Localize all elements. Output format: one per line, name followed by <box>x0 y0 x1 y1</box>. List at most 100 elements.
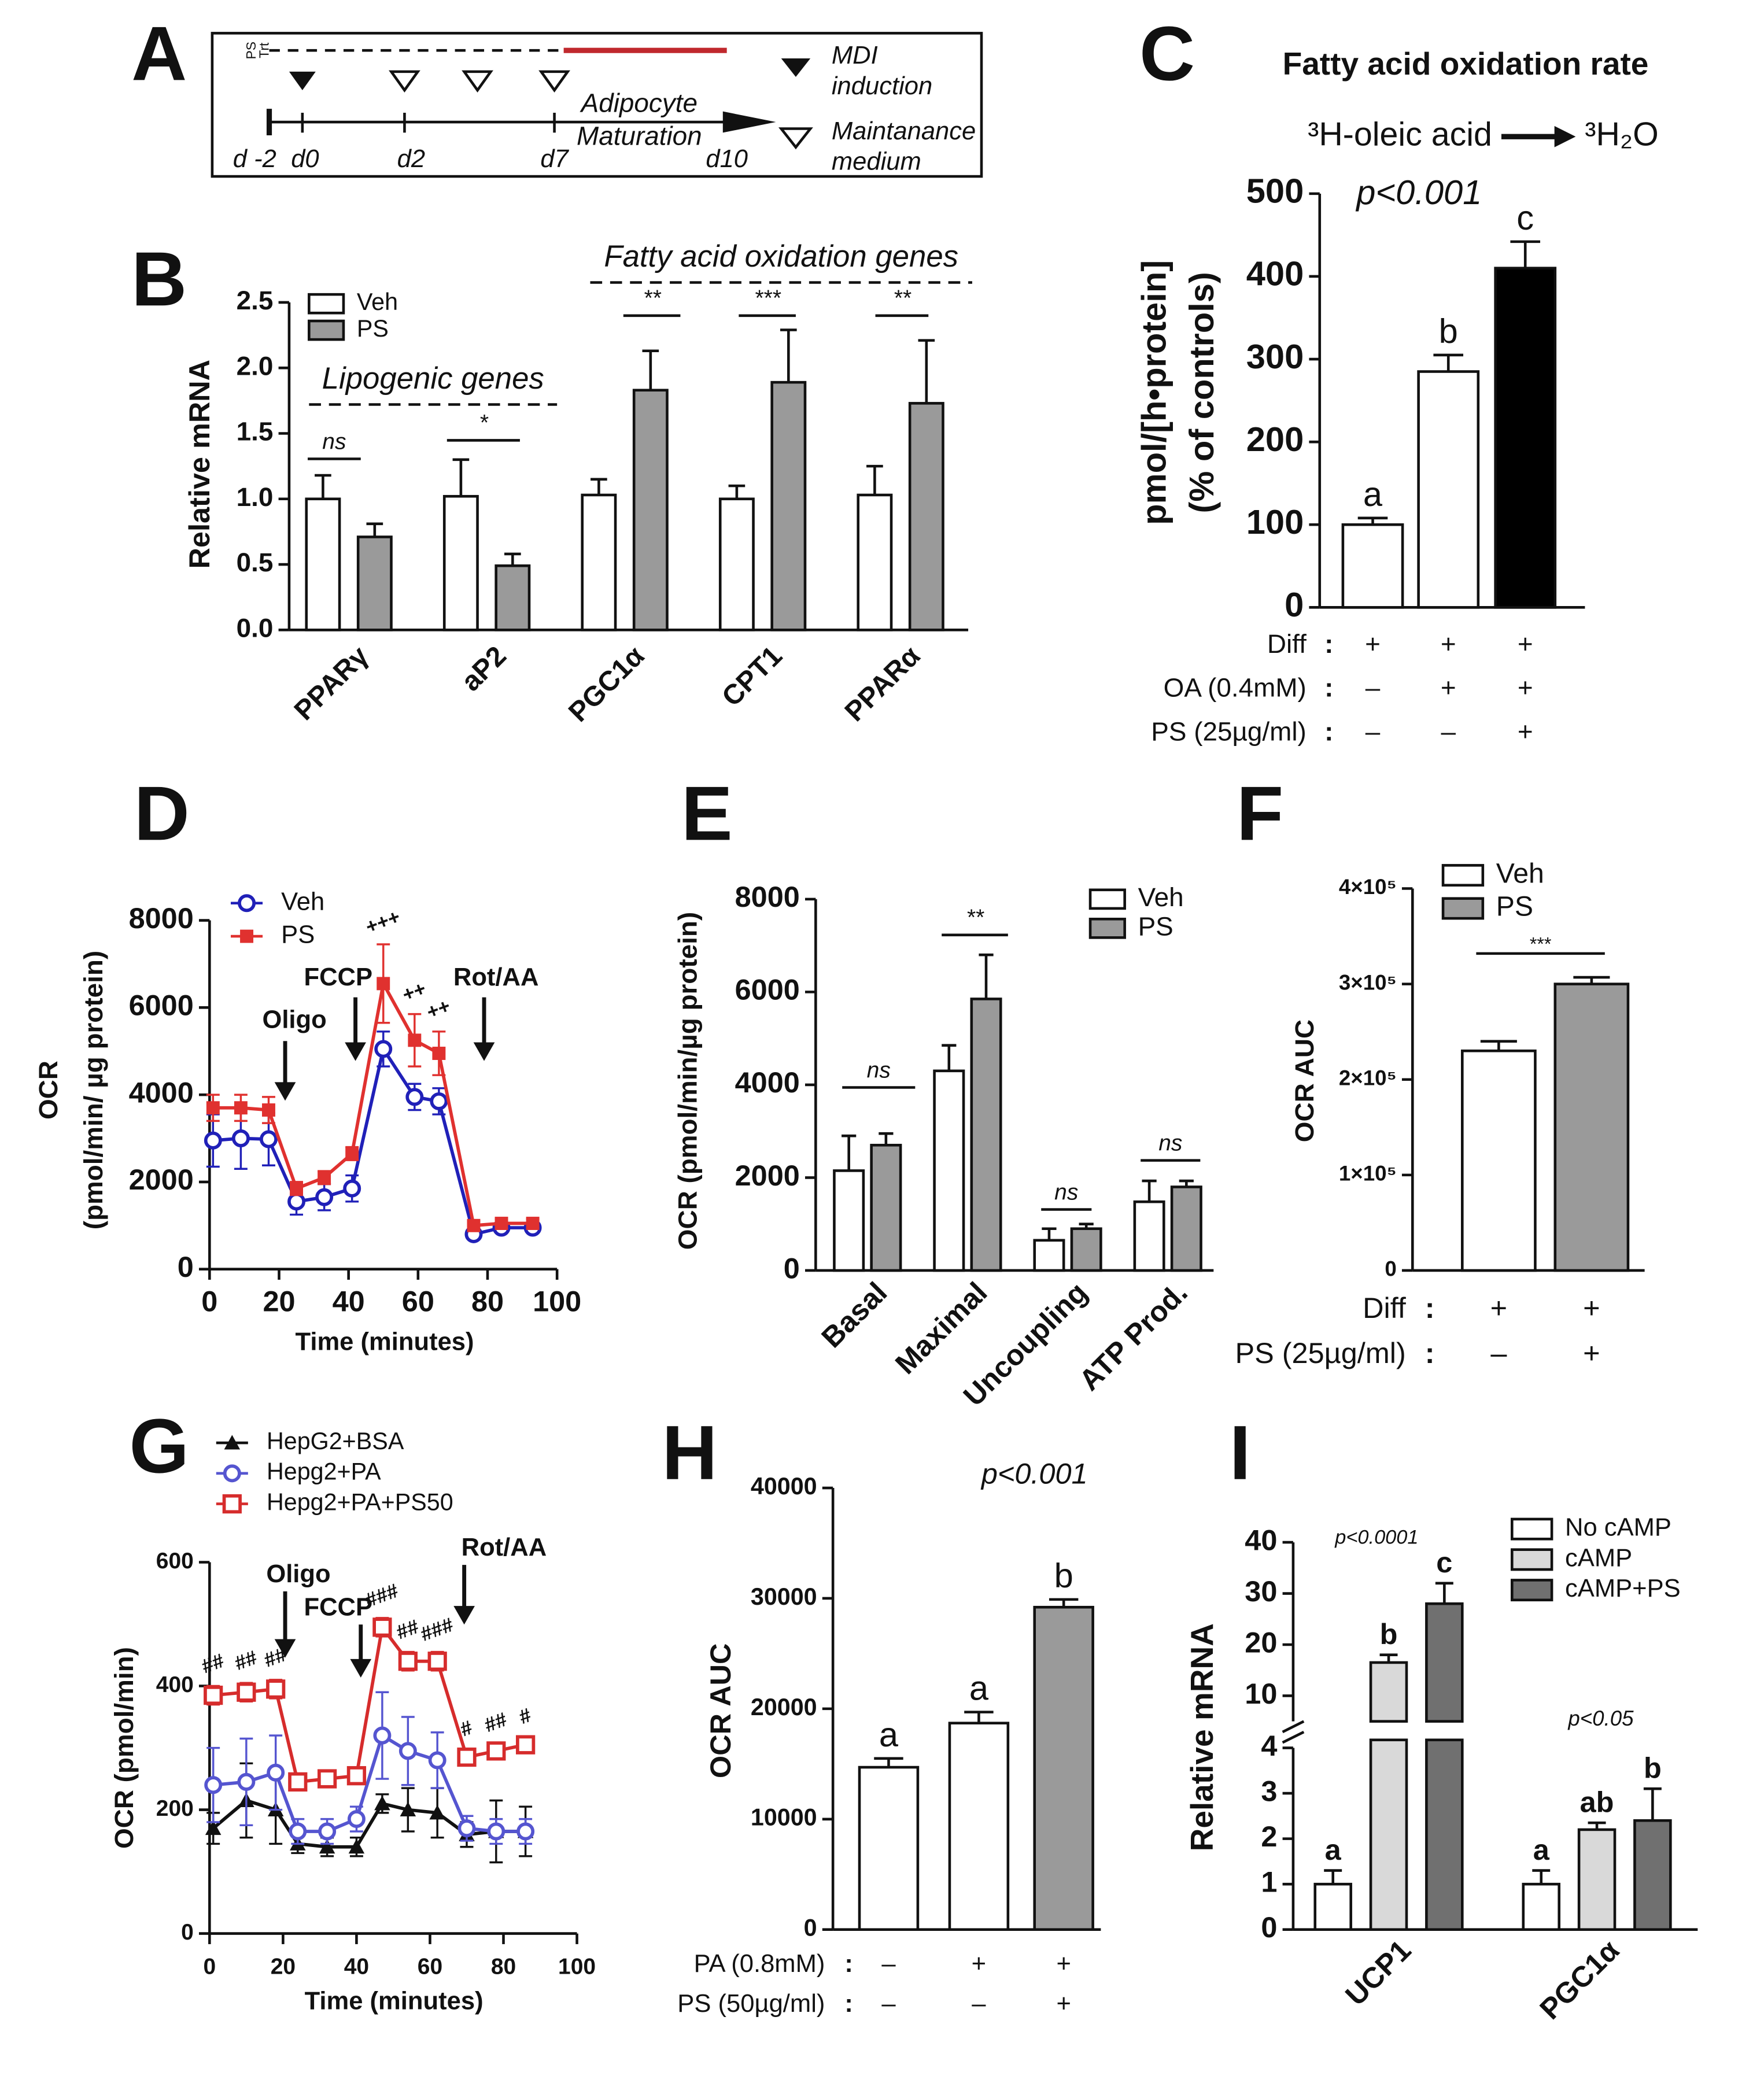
legend-label: Veh <box>357 289 398 315</box>
marker <box>222 1494 242 1514</box>
condition-value: – <box>1490 1336 1507 1369</box>
arrow-head <box>345 1042 366 1061</box>
condition-label: PS (25µg/ml) <box>1235 1336 1405 1369</box>
condition-label: PS (50µg/ml) <box>677 1990 825 2018</box>
bar <box>1033 1239 1065 1272</box>
group-letter: c <box>1516 198 1534 237</box>
x-tick-label: 20 <box>263 1285 295 1318</box>
marker <box>348 1839 365 1854</box>
condition-value: + <box>1518 716 1533 746</box>
marker <box>374 1796 390 1811</box>
y-tick-label: 1.5 <box>237 416 274 446</box>
panel-letter: F <box>1237 771 1283 856</box>
group-letter: c <box>1436 1546 1452 1579</box>
x-tick-label: 40 <box>344 1955 369 1979</box>
point-label: ++ <box>424 995 453 1024</box>
panel-letter: C <box>1139 11 1195 97</box>
point-label: ### <box>418 1613 456 1645</box>
bar <box>581 493 617 631</box>
day-label: d -2 <box>233 145 276 173</box>
legend-swatch <box>1088 888 1126 910</box>
legend-swatch <box>1510 1548 1553 1571</box>
y-tick-label: 6000 <box>129 989 194 1022</box>
marker <box>318 1170 331 1184</box>
bar <box>1577 1828 1617 1931</box>
marker <box>267 1763 285 1782</box>
y-tick-label: 0 <box>181 1920 194 1945</box>
legend-filled-triangle <box>781 58 811 77</box>
y-tick-label: 400 <box>156 1672 194 1697</box>
legend-label: medium <box>832 148 921 176</box>
subtitle: ³H₂O <box>1585 116 1658 153</box>
marker <box>372 1617 392 1637</box>
condition-separator: : <box>1425 1336 1435 1369</box>
marker <box>377 977 390 991</box>
bar <box>305 497 341 631</box>
y-axis-label: Relative mRNA <box>183 360 216 569</box>
bar <box>1633 1819 1672 1931</box>
point-label: ## <box>393 1616 422 1644</box>
marker <box>204 1776 223 1794</box>
marker <box>224 1435 241 1450</box>
legend-swatch <box>1441 864 1485 887</box>
injection-label: Rot/AA <box>462 1534 547 1561</box>
y-tick-label: 2000 <box>735 1159 800 1192</box>
condition-value: + <box>1490 1291 1507 1324</box>
y-tick-label: 1.0 <box>237 482 274 512</box>
timeline-arrow <box>722 111 776 133</box>
significance-label: ns <box>1054 1180 1078 1205</box>
marker <box>347 1810 366 1829</box>
marker <box>234 1101 248 1115</box>
significance-label: ns <box>322 429 346 454</box>
marker <box>400 1801 416 1817</box>
legend-swatch <box>1441 897 1485 920</box>
panel-letter: B <box>131 237 187 322</box>
legend-label: Veh <box>1138 882 1184 912</box>
condition-value: + <box>1583 1336 1600 1369</box>
legend-open-triangle <box>778 127 813 150</box>
marker <box>516 1822 535 1841</box>
marker <box>374 1040 393 1058</box>
y-tick-label: 2000 <box>129 1163 194 1196</box>
y-tick-label: 0 <box>1285 585 1304 624</box>
medium-triangle <box>462 70 493 93</box>
point-label: ++ <box>400 977 429 1006</box>
marker <box>205 1820 222 1835</box>
x-tick-label: 80 <box>491 1955 516 1979</box>
y-tick-label: 3×10⁵ <box>1339 970 1397 994</box>
y-tick-label: 10 <box>1245 1677 1277 1710</box>
marker <box>206 1101 220 1115</box>
y-tick-label: 30000 <box>751 1583 817 1610</box>
marker <box>345 1147 359 1161</box>
legend-swatch <box>308 319 345 341</box>
x-axis-label: Time (minutes) <box>305 1987 484 2015</box>
bar <box>1417 370 1480 609</box>
legend-label: Veh <box>1496 858 1544 889</box>
significance-label: * <box>479 411 489 435</box>
bar <box>1369 1661 1408 1723</box>
marker <box>515 1735 536 1755</box>
group-letter: b <box>1439 312 1458 350</box>
condition-value: + <box>972 1950 986 1978</box>
legend-label: No cAMP <box>1565 1514 1671 1542</box>
series-line <box>213 1733 526 1833</box>
bar <box>908 402 944 631</box>
condition-separator: : <box>1324 716 1333 746</box>
panel-letter: A <box>131 11 187 97</box>
marker <box>429 1805 445 1820</box>
significance-label: ** <box>893 286 911 311</box>
y-tick-label: 2.5 <box>237 285 274 315</box>
y-tick-label: 0.5 <box>237 547 274 577</box>
bar <box>1170 1185 1202 1272</box>
bar <box>948 1722 1010 1931</box>
point-label: ## <box>199 1650 227 1678</box>
x-tick-label: PGC1α <box>563 640 651 728</box>
group-letter: a <box>1325 1833 1342 1866</box>
x-tick-label: PPARα <box>839 640 926 727</box>
legend-label: Veh <box>281 888 324 915</box>
panel-letter: E <box>681 771 733 856</box>
injection-label: Oligo <box>262 1006 326 1033</box>
axis-break <box>1282 1730 1305 1744</box>
x-tick-label: 80 <box>471 1285 504 1318</box>
marker <box>262 1103 275 1117</box>
